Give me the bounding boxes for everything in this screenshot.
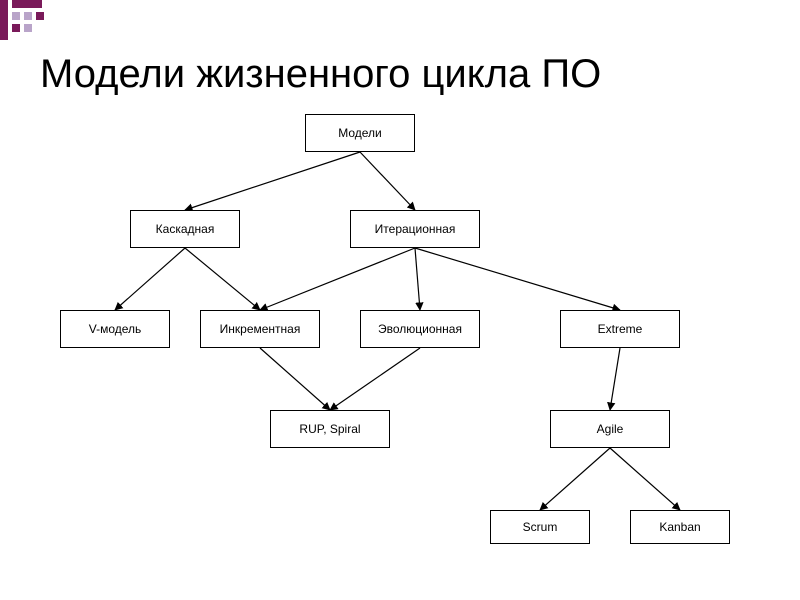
deco-bar-2	[12, 0, 42, 8]
node-label: Эволюционная	[378, 322, 462, 336]
node-iterative: Итерационная	[350, 210, 480, 248]
node-label: Модели	[338, 126, 382, 140]
deco-sq-4	[12, 24, 20, 32]
page-title: Модели жизненного цикла ПО	[40, 52, 601, 97]
node-label: RUP, Spiral	[299, 422, 360, 436]
deco-sq-2	[24, 12, 32, 20]
deco-sq-5	[24, 24, 32, 32]
node-cascade: Каскадная	[130, 210, 240, 248]
node-evolutionary: Эволюционная	[360, 310, 480, 348]
node-rup: RUP, Spiral	[270, 410, 390, 448]
node-label: Kanban	[659, 520, 700, 534]
node-label: Scrum	[523, 520, 558, 534]
node-label: Инкрементная	[220, 322, 301, 336]
node-extreme: Extreme	[560, 310, 680, 348]
deco-sq-1	[12, 12, 20, 20]
node-label: Итерационная	[375, 222, 456, 236]
node-label: V-модель	[89, 322, 142, 336]
node-label: Extreme	[598, 322, 643, 336]
node-label: Каскадная	[156, 222, 215, 236]
node-kanban: Kanban	[630, 510, 730, 544]
node-agile: Agile	[550, 410, 670, 448]
node-scrum: Scrum	[490, 510, 590, 544]
node-incremental: Инкрементная	[200, 310, 320, 348]
node-models: Модели	[305, 114, 415, 152]
deco-bar-1	[0, 0, 8, 40]
node-label: Agile	[597, 422, 624, 436]
deco-sq-3	[36, 12, 44, 20]
node-vmodel: V-модель	[60, 310, 170, 348]
